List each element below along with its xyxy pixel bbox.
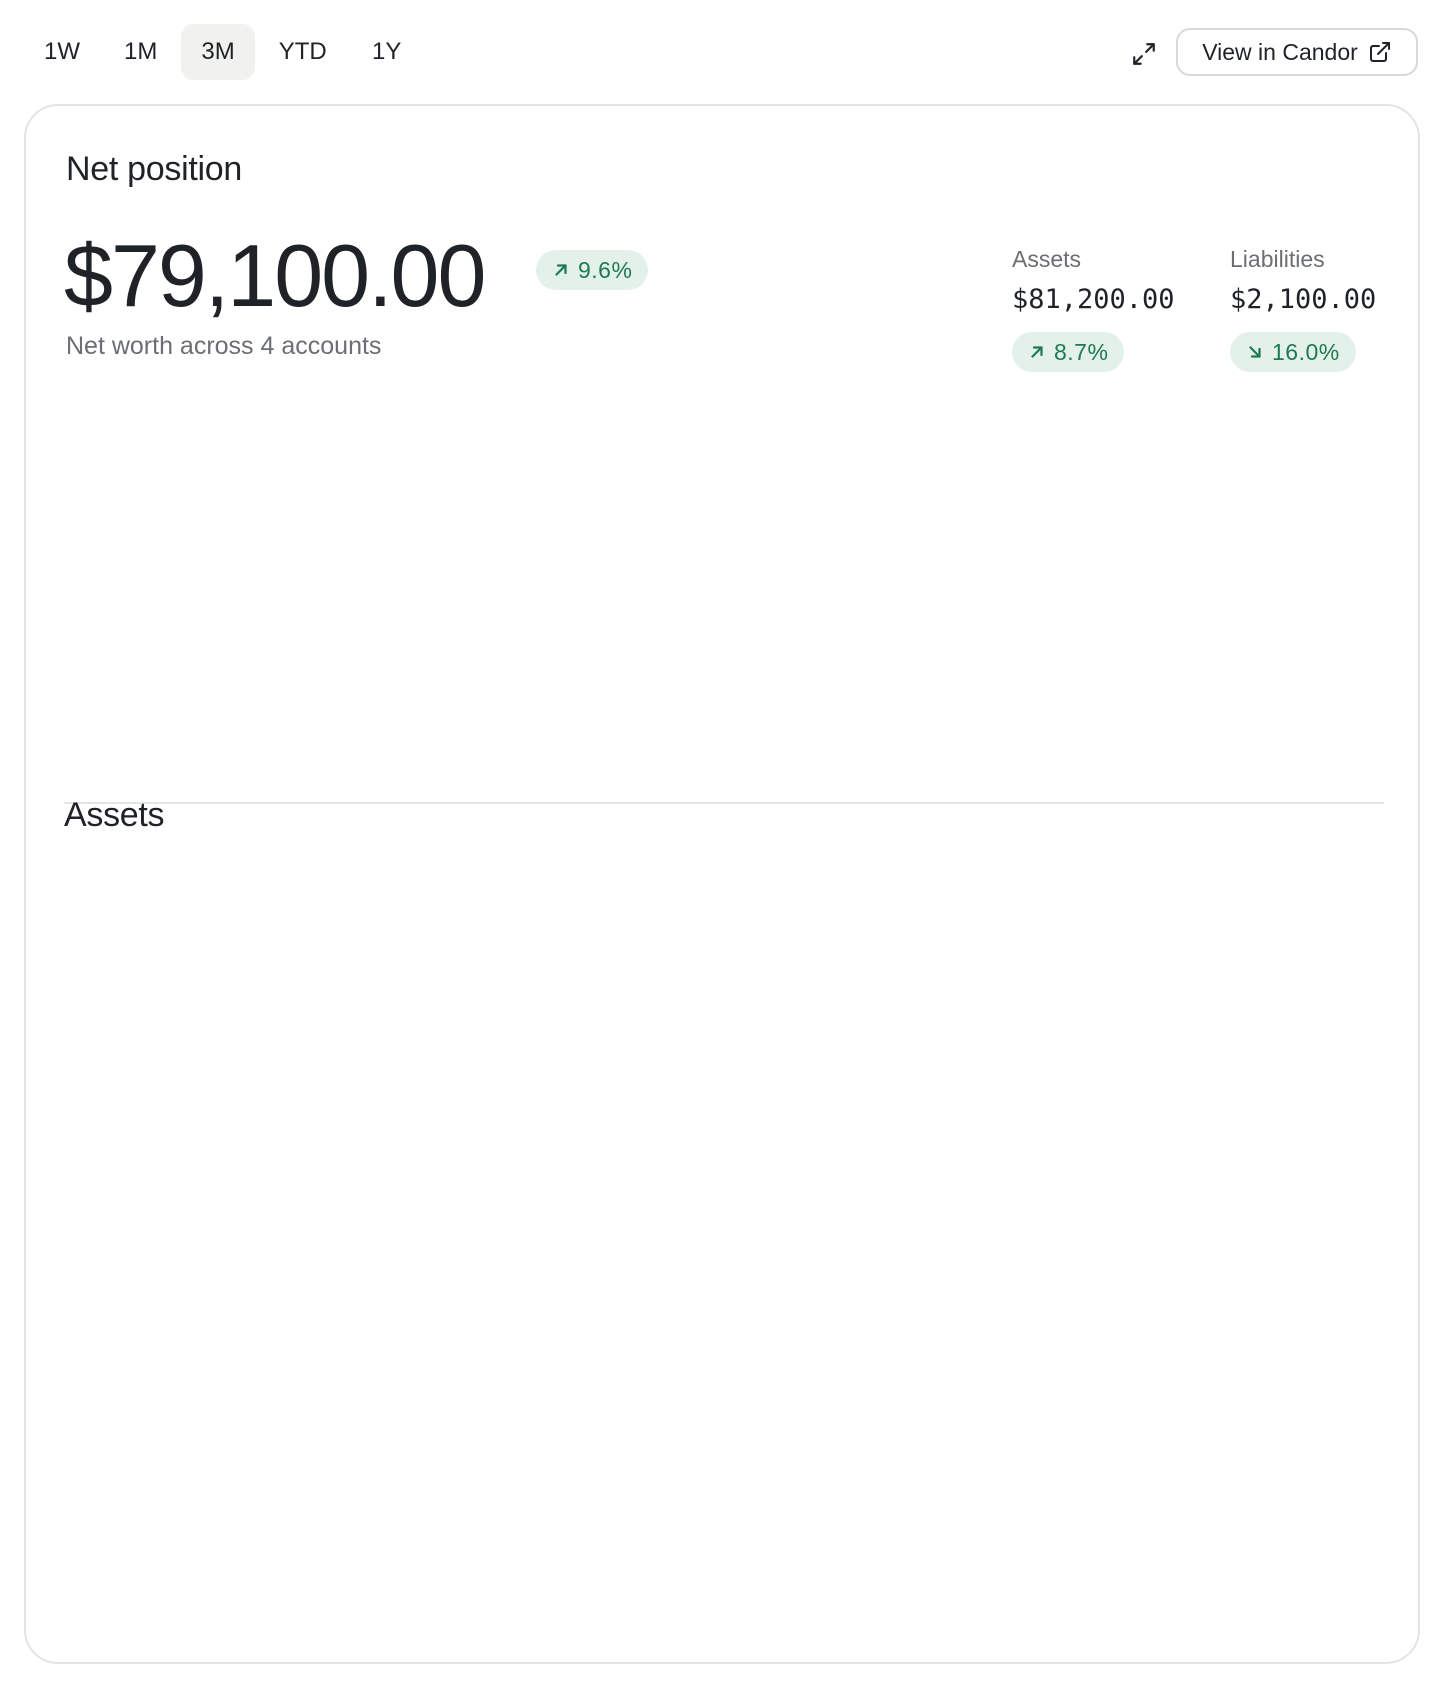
assets-section-title: Assets bbox=[64, 796, 165, 834]
range-tabs: 1W 1M 3M YTD 1Y bbox=[24, 24, 423, 80]
net-change-text: 9.6% bbox=[578, 256, 633, 283]
tab-1y[interactable]: 1Y bbox=[372, 38, 402, 65]
liabilities-change-text: 16.0% bbox=[1272, 338, 1340, 365]
assets-change-badge: 8.7% bbox=[1012, 332, 1125, 372]
tab-1w[interactable]: 1W bbox=[44, 38, 80, 65]
expand-button[interactable] bbox=[1124, 34, 1164, 74]
tab-1m[interactable]: 1M bbox=[124, 38, 158, 65]
expand-icon bbox=[1133, 43, 1155, 65]
external-link-icon bbox=[1369, 42, 1390, 62]
arrow-up-right-icon bbox=[1031, 346, 1043, 358]
net-worth-subtitle: Net worth across 4 accounts bbox=[66, 332, 382, 360]
liabilities-change-badge: 16.0% bbox=[1230, 332, 1356, 372]
net-worth-value: $79,100.00 bbox=[64, 226, 486, 325]
liabilities-stat-value: $2,100.00 bbox=[1230, 284, 1377, 315]
tab-ytd[interactable]: YTD bbox=[278, 38, 327, 65]
assets-change-text: 8.7% bbox=[1054, 338, 1109, 365]
liabilities-stat-label: Liabilities bbox=[1230, 246, 1325, 272]
net-position-card: Net position $79,100.00 9.6% Net worth a… bbox=[24, 104, 1420, 1664]
assets-stat-value: $81,200.00 bbox=[1012, 284, 1175, 315]
arrow-up-right-icon bbox=[555, 264, 567, 276]
view-in-candor-button[interactable]: View in Candor bbox=[1176, 28, 1418, 76]
arrow-down-right-icon bbox=[1249, 346, 1261, 358]
view-in-candor-label: View in Candor bbox=[1202, 38, 1358, 65]
net-worth-chart bbox=[26, 386, 1422, 886]
card-title: Net position bbox=[66, 150, 242, 188]
assets-stat-label: Assets bbox=[1012, 246, 1082, 272]
tab-3m[interactable]: 3M bbox=[181, 24, 255, 80]
divider bbox=[64, 802, 1384, 804]
top-bar: 1W 1M 3M YTD 1Y View in Candor bbox=[0, 0, 1440, 100]
net-change-badge: 9.6% bbox=[536, 250, 649, 290]
